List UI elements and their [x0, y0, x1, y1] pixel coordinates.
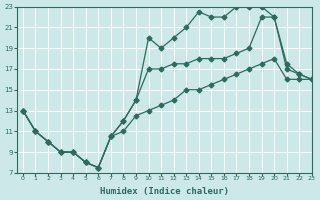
X-axis label: Humidex (Indice chaleur): Humidex (Indice chaleur) — [100, 187, 229, 196]
